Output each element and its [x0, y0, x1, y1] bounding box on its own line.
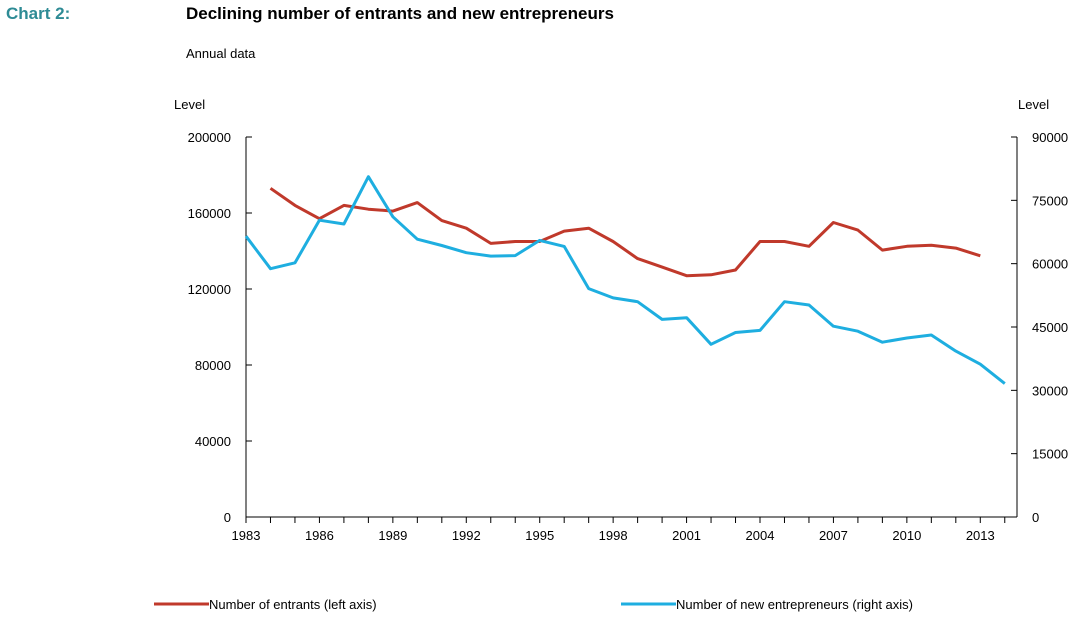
right-tick-label: 45000	[1032, 320, 1068, 335]
legend-label-new-entrepreneurs: Number of new entrepreneurs (right axis)	[676, 597, 913, 612]
right-tick-label: 15000	[1032, 447, 1068, 462]
legend-label-entrants: Number of entrants (left axis)	[209, 597, 377, 612]
x-tick-label: 1992	[452, 528, 481, 543]
right-tick-label: 90000	[1032, 130, 1068, 145]
left-tick-label: 0	[224, 510, 231, 525]
x-tick-label: 2004	[746, 528, 775, 543]
x-tick-label: 1986	[305, 528, 334, 543]
left-tick-label: 200000	[188, 130, 231, 145]
x-tick-label: 1983	[232, 528, 261, 543]
x-tick-label: 2013	[966, 528, 995, 543]
new-entrepreneurs-series-line	[244, 175, 1006, 385]
right-tick-label: 75000	[1032, 193, 1068, 208]
right-tick-label: 60000	[1032, 257, 1068, 272]
right-tick-label: 30000	[1032, 383, 1068, 398]
left-tick-label: 120000	[188, 282, 231, 297]
left-tick-label: 80000	[195, 358, 231, 373]
left-axis-label: Level	[174, 97, 205, 112]
x-tick-label: 1998	[599, 528, 628, 543]
series-layer	[244, 175, 1006, 385]
x-tick-label: 2001	[672, 528, 701, 543]
chart-subtitle: Annual data	[186, 46, 256, 61]
x-tick-label: 1995	[525, 528, 554, 543]
chart-axes: 0 40000 80000 120000 160000 200000 0 15000 30000…	[174, 97, 1068, 543]
chart-title: Declining number of entrants and new ent…	[186, 4, 614, 23]
x-tick-label: 2007	[819, 528, 848, 543]
x-tick-label: 2010	[892, 528, 921, 543]
x-tick-label: 1989	[378, 528, 407, 543]
entrants-series-line	[269, 187, 981, 278]
legend: Number of entrants (left axis) Number of …	[154, 597, 913, 612]
right-tick-label: 0	[1032, 510, 1039, 525]
left-tick-label: 40000	[195, 434, 231, 449]
chart-number-label: Chart 2:	[6, 4, 71, 23]
left-tick-label: 160000	[188, 206, 231, 221]
right-axis-label: Level	[1018, 97, 1049, 112]
